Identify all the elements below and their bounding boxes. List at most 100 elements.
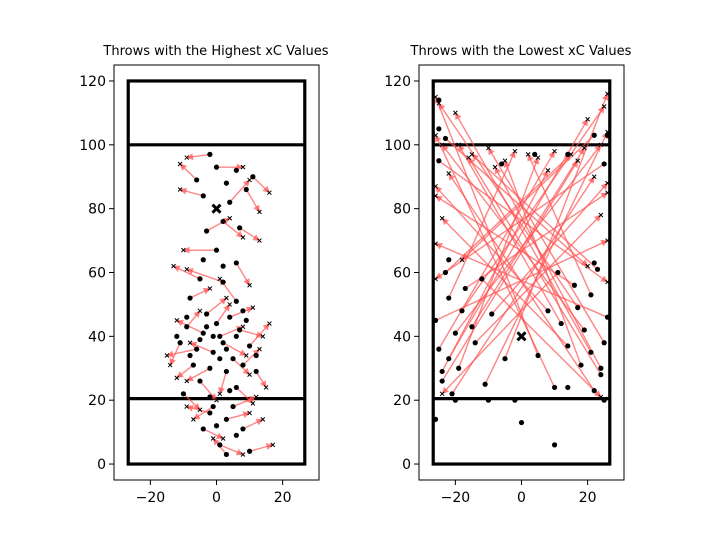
- throw-origin-point: [571, 282, 578, 288]
- throw-target-marker: [433, 94, 438, 100]
- throw-origin-point: [197, 336, 203, 343]
- y-tick-label: 60: [88, 266, 106, 282]
- throw-arrow: [186, 268, 224, 283]
- throw-target-marker: [184, 155, 190, 160]
- throw-target-marker: [486, 145, 491, 151]
- throw-origin-point: [187, 295, 193, 301]
- throw-origin-point: [459, 308, 465, 314]
- throw-arrow: [444, 153, 572, 274]
- throw-target-marker: [247, 177, 252, 183]
- throw-origin-point: [432, 317, 439, 323]
- throw-target-marker: [605, 238, 610, 243]
- throw-arrow: [179, 163, 198, 181]
- throw-arrow: [438, 160, 609, 283]
- throw-target-marker: [240, 452, 246, 457]
- throw-target-marker: [197, 308, 203, 314]
- throw-target-marker: [197, 407, 203, 413]
- throw-origin-point: [233, 384, 239, 391]
- throw-target-marker: [439, 215, 445, 221]
- throw-target-marker: [250, 401, 256, 406]
- throw-origin-point: [243, 186, 249, 193]
- throw-arrow: [441, 144, 585, 331]
- throw-arrow: [182, 393, 201, 411]
- throw-origin-point: [551, 442, 558, 448]
- throw-origin-point: [446, 257, 452, 263]
- throw-origin-point: [190, 362, 196, 368]
- throw-target-marker: [433, 193, 438, 199]
- throw-origin-point: [223, 416, 230, 422]
- throw-origin-point: [439, 368, 445, 375]
- throw-origin-point: [452, 397, 458, 403]
- throw-origin-point: [456, 365, 462, 371]
- chart-panel-highest: Throws with the Highest xC Values −20 0 20…: [79, 44, 329, 506]
- throw-arrow: [189, 341, 214, 353]
- throw-arrow: [527, 153, 592, 296]
- throw-target-marker: [224, 295, 229, 301]
- throw-arrow: [487, 147, 605, 344]
- throw-target-marker: [581, 145, 587, 151]
- throw-origin-point: [227, 388, 233, 394]
- throw-arrow: [438, 102, 579, 309]
- y-tick-label: 80: [393, 202, 411, 218]
- throw-target-marker: [439, 391, 445, 397]
- throw-origin-point: [446, 295, 452, 301]
- throw-origin-point: [532, 151, 538, 157]
- throw-arrow: [222, 220, 244, 238]
- throw-origin-point: [439, 378, 445, 384]
- x-tick-label: −20: [441, 490, 471, 506]
- throw-origin-point: [479, 276, 485, 282]
- throw-origin-point: [207, 151, 213, 157]
- throw-arrow: [467, 156, 602, 376]
- throw-arrow: [471, 147, 585, 328]
- throw-origin-point: [499, 161, 505, 167]
- throw-target-marker: [605, 180, 610, 186]
- throw-arrow: [172, 265, 201, 280]
- throw-origin-point: [180, 391, 187, 397]
- mean-marker: [516, 331, 527, 342]
- throw-target-marker: [433, 241, 438, 247]
- throw-arrow: [454, 144, 602, 334]
- throw-origin-point: [187, 352, 193, 359]
- throw-arrow: [435, 185, 549, 312]
- throw-origin-point: [213, 164, 220, 170]
- throw-arrow: [219, 444, 244, 456]
- throw-arrow: [176, 364, 194, 379]
- throw-target-marker: [240, 235, 246, 240]
- throw-origin-point: [436, 126, 442, 132]
- throw-origin-point: [601, 397, 607, 403]
- throw-origin-point: [581, 327, 587, 333]
- y-tick-label: 20: [88, 393, 106, 409]
- throw-target-marker: [585, 116, 590, 122]
- throw-origin-point: [253, 352, 259, 359]
- throw-origin-point: [223, 368, 230, 375]
- y-tick-label: 60: [393, 266, 411, 282]
- throw-target-marker: [174, 318, 180, 323]
- throw-origin-point: [213, 247, 220, 253]
- throw-origin-point: [207, 394, 213, 400]
- throw-target-marker: [210, 436, 216, 441]
- throw-arrow: [484, 131, 609, 385]
- throw-target-marker: [439, 142, 445, 148]
- throw-origin-point: [240, 426, 246, 432]
- throw-arrow: [215, 303, 231, 324]
- throw-origin-point: [203, 311, 210, 317]
- throw-target-marker: [456, 142, 462, 148]
- throw-origin-point: [184, 324, 190, 330]
- throw-origin-point: [598, 365, 604, 371]
- throw-arrow: [242, 418, 264, 430]
- throw-origin-point: [604, 132, 611, 138]
- throw-arrow: [186, 367, 211, 382]
- throw-arrow: [229, 179, 251, 203]
- throw-origin-point: [213, 320, 220, 327]
- throw-arrow: [441, 169, 549, 372]
- throw-arrow: [255, 371, 267, 389]
- throw-arrow: [199, 380, 218, 401]
- y-tick-label: 100: [79, 138, 106, 154]
- throw-arrow: [189, 287, 211, 299]
- throw-arrow: [434, 195, 575, 286]
- throw-target-marker: [545, 167, 551, 173]
- x-tick-label: −20: [136, 490, 166, 506]
- throw-origin-point: [203, 324, 210, 330]
- throw-target-marker: [267, 321, 272, 326]
- throw-arrow: [252, 176, 270, 194]
